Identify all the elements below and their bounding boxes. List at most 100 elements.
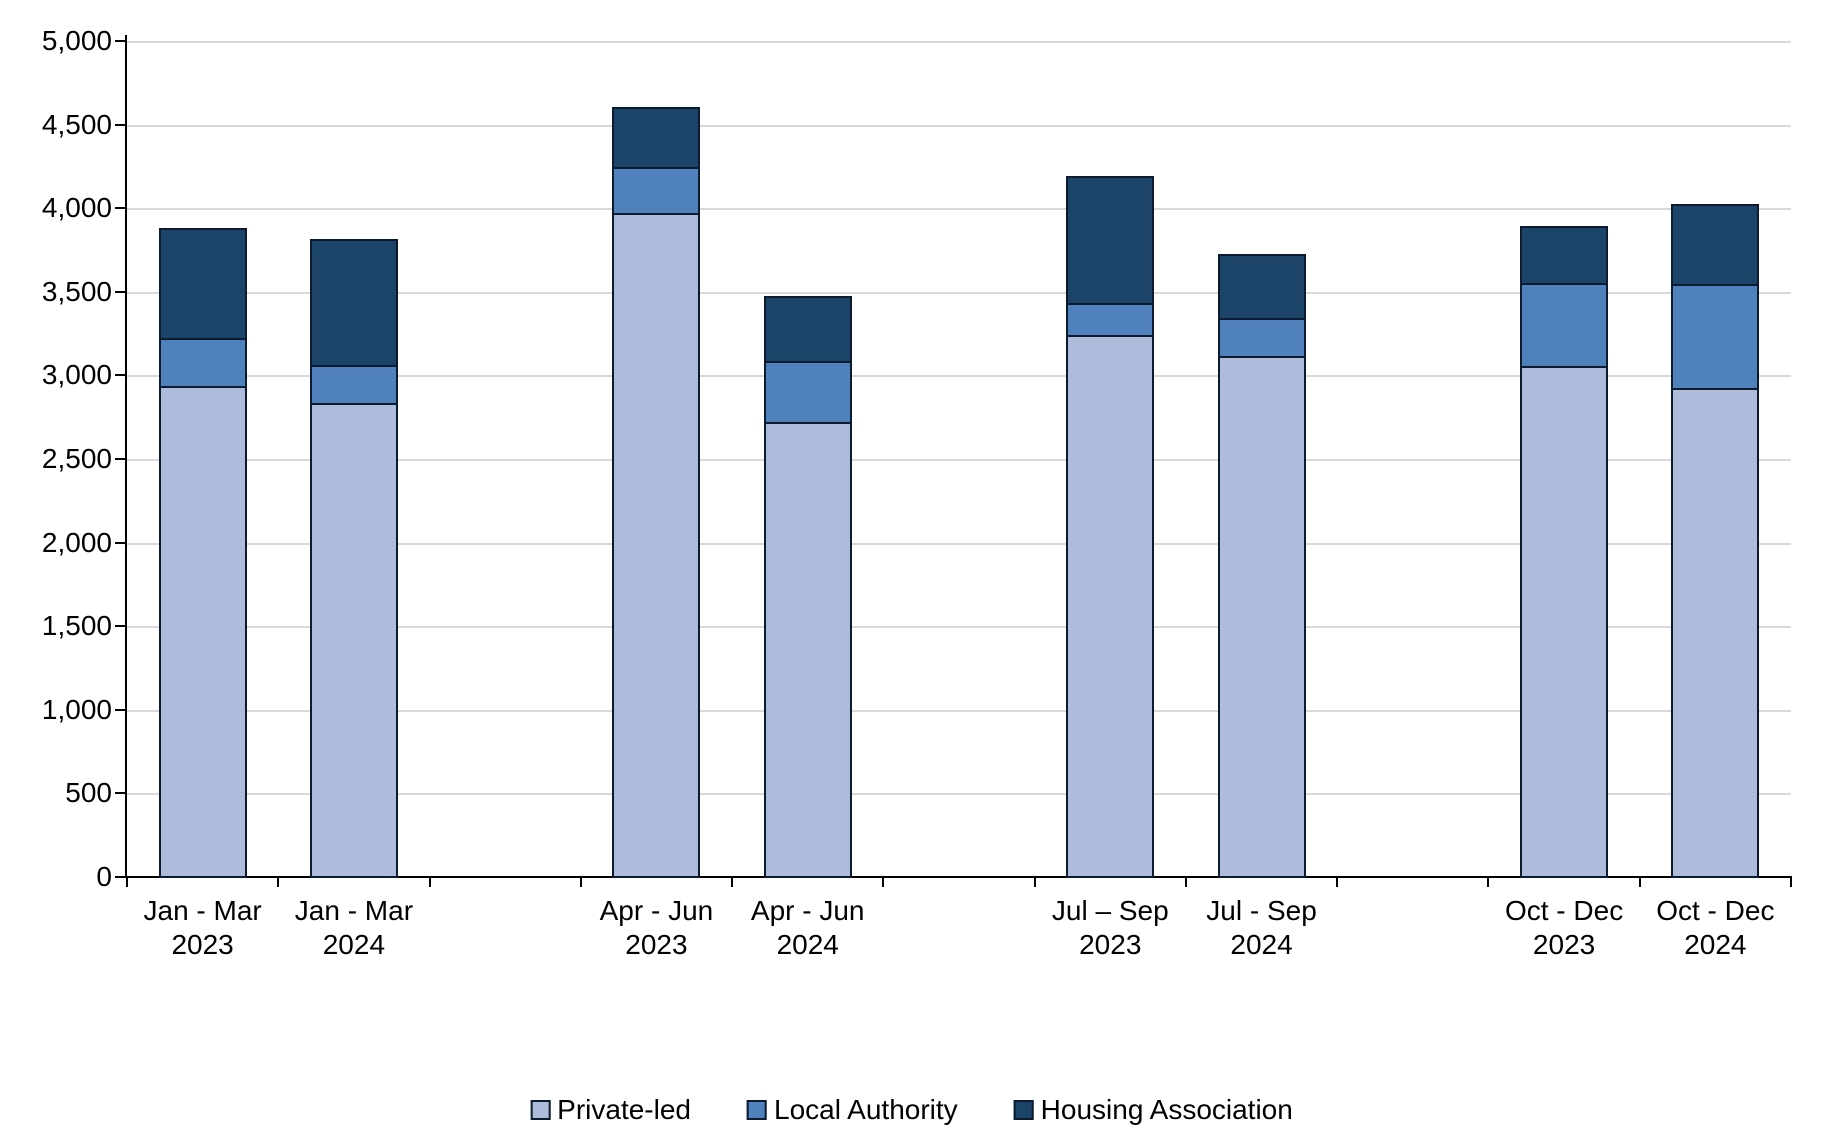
x-tick bbox=[882, 876, 885, 887]
x-axis-label: Apr - Jun 2023 bbox=[505, 894, 808, 962]
gridline-3000 bbox=[127, 375, 1791, 378]
y-axis-tick-label: 0 bbox=[96, 861, 112, 892]
gridline-2000 bbox=[127, 542, 1791, 545]
x-axis-label-year: 2023 bbox=[1532, 929, 1596, 960]
gridline-3500 bbox=[127, 291, 1791, 294]
bar-segment-housing-association-julsep-2024 bbox=[1217, 254, 1306, 320]
bar-segment-local-authority-janmar-2023 bbox=[158, 337, 247, 389]
bar-segment-local-authority-octdec-2024 bbox=[1671, 284, 1760, 391]
gridline-2500 bbox=[127, 459, 1791, 461]
bar-segment-housing-association-octdec-2024 bbox=[1671, 204, 1760, 287]
y-axis-tick-label: 2,500 bbox=[41, 443, 112, 474]
y-tick bbox=[115, 374, 125, 377]
housing-association-swatch-icon bbox=[1013, 1100, 1034, 1120]
bar-segment-housing-association-aprjun-2023 bbox=[612, 107, 701, 170]
gridline-5000 bbox=[127, 41, 1791, 43]
x-tick bbox=[731, 876, 734, 887]
x-axis-label-quarter: Apr - Jun bbox=[750, 895, 865, 926]
bar-segment-private-led-aprjun-2024 bbox=[763, 421, 852, 878]
y-axis-tick-label: 3,500 bbox=[41, 275, 112, 307]
y-tick bbox=[115, 708, 125, 711]
legend-item-private-led: Private-led bbox=[530, 1094, 691, 1126]
x-axis-label-quarter: Oct - Dec bbox=[1504, 895, 1624, 926]
gridline-4500 bbox=[127, 124, 1791, 127]
legend-label: Housing Association bbox=[1040, 1094, 1293, 1125]
x-axis-label-year: 2024 bbox=[776, 929, 839, 960]
y-tick bbox=[115, 458, 125, 460]
x-axis-line bbox=[127, 876, 1791, 878]
x-tick bbox=[1033, 876, 1036, 887]
y-axis-tick-label: 3,000 bbox=[41, 359, 112, 391]
gridline-4000 bbox=[127, 208, 1791, 211]
x-tick bbox=[1487, 876, 1490, 887]
gridline-500 bbox=[127, 793, 1791, 796]
x-axis-label-year: 2024 bbox=[1684, 929, 1747, 960]
y-tick bbox=[115, 207, 125, 210]
legend-item-local-authority: Local Authority bbox=[747, 1094, 958, 1126]
y-tick bbox=[115, 876, 125, 878]
x-axis-label-quarter: Oct - Dec bbox=[1656, 895, 1775, 926]
x-axis-label: Oct - Dec 2024 bbox=[1564, 894, 1823, 962]
x-axis-label-year: 2023 bbox=[1079, 929, 1142, 960]
private-led-swatch-icon bbox=[530, 1100, 551, 1120]
x-axis-label-quarter: Jan - Mar bbox=[294, 895, 414, 926]
x-axis-label: Oct - Dec 2023 bbox=[1413, 894, 1716, 962]
x-tick bbox=[1336, 876, 1339, 887]
bar-segment-housing-association-aprjun-2024 bbox=[763, 296, 852, 364]
x-tick bbox=[1184, 876, 1187, 887]
y-axis-tick-label: 1,500 bbox=[41, 610, 112, 642]
x-axis-label-quarter: Jan - Mar bbox=[143, 895, 262, 926]
x-tick bbox=[428, 876, 431, 887]
y-axis-tick-label: 2,000 bbox=[41, 526, 112, 558]
bar-segment-housing-association-octdec-2023 bbox=[1520, 225, 1609, 285]
x-tick bbox=[126, 876, 128, 887]
x-axis-label-year: 2024 bbox=[1230, 929, 1293, 960]
local-authority-swatch-icon bbox=[747, 1100, 768, 1120]
y-tick bbox=[115, 792, 125, 795]
x-axis-label-year: 2024 bbox=[322, 929, 386, 960]
y-tick bbox=[115, 123, 125, 126]
legend-label: Private-led bbox=[557, 1094, 692, 1125]
y-axis-tick-label: 4,500 bbox=[41, 108, 112, 140]
x-tick bbox=[1790, 876, 1792, 887]
x-tick bbox=[1638, 876, 1641, 887]
legend: Private-led Local Authority Housing Associ… bbox=[530, 1094, 1293, 1126]
x-axis-label-quarter: Jul – Sep bbox=[1051, 895, 1169, 926]
bar-segment-private-led-janmar-2023 bbox=[158, 386, 247, 878]
y-tick bbox=[115, 625, 125, 628]
y-axis-tick-label: 500 bbox=[65, 777, 112, 809]
x-axis-label: Jan - Mar 2024 bbox=[203, 894, 506, 962]
x-tick bbox=[579, 876, 582, 887]
x-axis-label-year: 2023 bbox=[171, 929, 234, 960]
bar-segment-private-led-aprjun-2023 bbox=[612, 212, 701, 878]
y-tick bbox=[115, 40, 125, 42]
bar-segment-housing-association-julsep-2023 bbox=[1066, 175, 1155, 305]
x-tick bbox=[277, 876, 280, 887]
gridline-1500 bbox=[127, 626, 1791, 629]
y-axis-tick-label: 4,000 bbox=[41, 192, 112, 224]
bar-segment-private-led-janmar-2024 bbox=[309, 403, 398, 878]
x-axis-label: Jul – Sep 2023 bbox=[959, 894, 1262, 962]
bar-segment-housing-association-janmar-2023 bbox=[158, 227, 247, 340]
x-axis-label: Apr - Jun 2024 bbox=[656, 894, 959, 962]
legend-label: Local Authority bbox=[774, 1094, 958, 1125]
x-axis-label-quarter: Apr - Jun bbox=[599, 895, 714, 926]
x-axis-label: Jul - Sep 2024 bbox=[1110, 894, 1413, 962]
y-tick bbox=[115, 290, 125, 293]
bar-segment-private-led-julsep-2024 bbox=[1217, 356, 1306, 878]
bar-segment-local-authority-octdec-2023 bbox=[1520, 282, 1609, 369]
y-axis-line bbox=[125, 35, 127, 878]
x-axis-label: Jan - Mar 2023 bbox=[51, 894, 354, 962]
y-axis-tick-label: 5,000 bbox=[41, 25, 112, 56]
x-axis-label-year: 2023 bbox=[625, 929, 688, 960]
legend-item-housing-association: Housing Association bbox=[1013, 1094, 1293, 1126]
gridline-1000 bbox=[127, 709, 1791, 712]
bar-segment-housing-association-janmar-2024 bbox=[309, 239, 398, 367]
bar-segment-private-led-octdec-2023 bbox=[1520, 366, 1609, 878]
x-axis-label-quarter: Jul - Sep bbox=[1206, 895, 1317, 926]
